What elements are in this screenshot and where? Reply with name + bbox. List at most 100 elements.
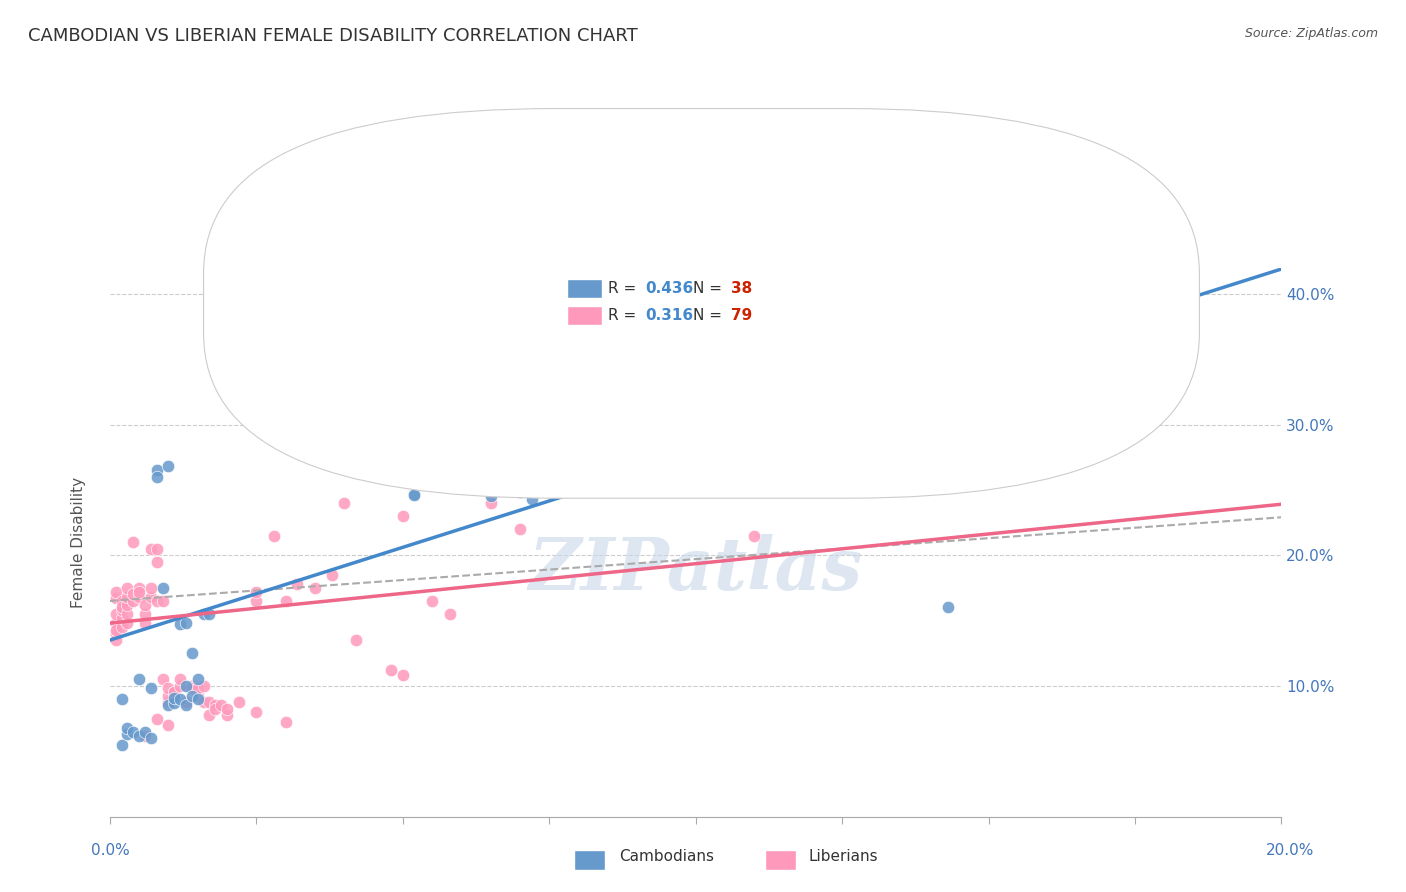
Point [104, 591, 127, 606]
Point [285, 577, 308, 591]
Point [187, 673, 209, 687]
Point [163, 685, 186, 699]
Text: R =: R = [607, 280, 641, 295]
Point [163, 696, 186, 710]
Point [509, 522, 531, 536]
Point [145, 555, 167, 569]
Point [117, 607, 139, 621]
Text: N =: N = [693, 308, 727, 323]
Point [193, 694, 215, 708]
Point [152, 594, 174, 608]
Point [169, 692, 191, 706]
Point [128, 584, 150, 599]
Point [404, 487, 426, 501]
Point [169, 617, 191, 632]
Point [104, 616, 127, 631]
Point [157, 459, 180, 474]
Text: 20.0%: 20.0% [1267, 843, 1315, 858]
Point [169, 679, 191, 693]
Point [145, 594, 167, 608]
Point [579, 352, 602, 367]
Point [117, 598, 139, 612]
Point [193, 679, 215, 693]
Point [134, 616, 156, 631]
Point [198, 707, 221, 722]
Point [180, 681, 202, 696]
Point [245, 584, 267, 599]
Point [204, 698, 226, 713]
Text: ZIPatlas: ZIPatlas [529, 534, 863, 605]
Point [228, 694, 250, 708]
Text: 38: 38 [731, 280, 752, 295]
Point [204, 702, 226, 716]
Point [139, 581, 162, 595]
Point [420, 594, 443, 608]
Point [209, 698, 232, 713]
Point [215, 702, 238, 716]
Point [145, 541, 167, 556]
Point [174, 698, 197, 713]
Bar [567, 278, 602, 298]
Point [344, 633, 367, 648]
Point [117, 721, 139, 735]
Point [520, 491, 543, 506]
Point [157, 698, 180, 713]
Point [174, 694, 197, 708]
Point [404, 488, 426, 502]
Text: 0.316: 0.316 [645, 308, 693, 323]
Y-axis label: Female Disability: Female Disability [72, 476, 86, 607]
Point [479, 496, 502, 510]
Point [509, 485, 531, 500]
Text: Source: ZipAtlas.com: Source: ZipAtlas.com [1244, 27, 1378, 40]
Point [274, 715, 297, 730]
Point [152, 581, 174, 595]
Point [742, 528, 765, 542]
Text: R =: R = [607, 308, 641, 323]
Text: N =: N = [693, 280, 727, 295]
Point [198, 694, 221, 708]
Point [304, 581, 326, 595]
Point [187, 690, 209, 704]
Point [139, 731, 162, 746]
Point [134, 729, 156, 743]
Point [538, 485, 561, 500]
Point [110, 594, 132, 608]
Text: 79: 79 [731, 308, 752, 323]
Point [134, 598, 156, 612]
Point [117, 590, 139, 604]
Point [198, 607, 221, 621]
Point [274, 594, 297, 608]
Point [157, 718, 180, 732]
Point [321, 567, 343, 582]
Point [157, 681, 180, 696]
Point [215, 707, 238, 722]
Point [187, 692, 209, 706]
Point [128, 581, 150, 595]
Point [439, 607, 461, 621]
Point [139, 541, 162, 556]
Point [117, 727, 139, 741]
Text: 0.436: 0.436 [645, 280, 693, 295]
Point [117, 581, 139, 595]
Point [157, 690, 180, 704]
Point [180, 690, 202, 704]
Text: CAMBODIAN VS LIBERIAN FEMALE DISABILITY CORRELATION CHART: CAMBODIAN VS LIBERIAN FEMALE DISABILITY … [28, 27, 638, 45]
Point [145, 712, 167, 726]
Point [104, 633, 127, 648]
Point [391, 668, 413, 682]
Bar [567, 306, 602, 326]
Point [180, 646, 202, 660]
Point [245, 594, 267, 608]
Text: Cambodians: Cambodians [619, 849, 714, 864]
Point [110, 600, 132, 615]
Point [193, 607, 215, 621]
Point [936, 600, 959, 615]
Text: 0.0%: 0.0% [91, 843, 131, 858]
Point [187, 681, 209, 696]
Point [128, 673, 150, 687]
Point [104, 607, 127, 621]
Point [245, 705, 267, 719]
FancyBboxPatch shape [204, 109, 1199, 499]
Point [152, 673, 174, 687]
Point [157, 694, 180, 708]
